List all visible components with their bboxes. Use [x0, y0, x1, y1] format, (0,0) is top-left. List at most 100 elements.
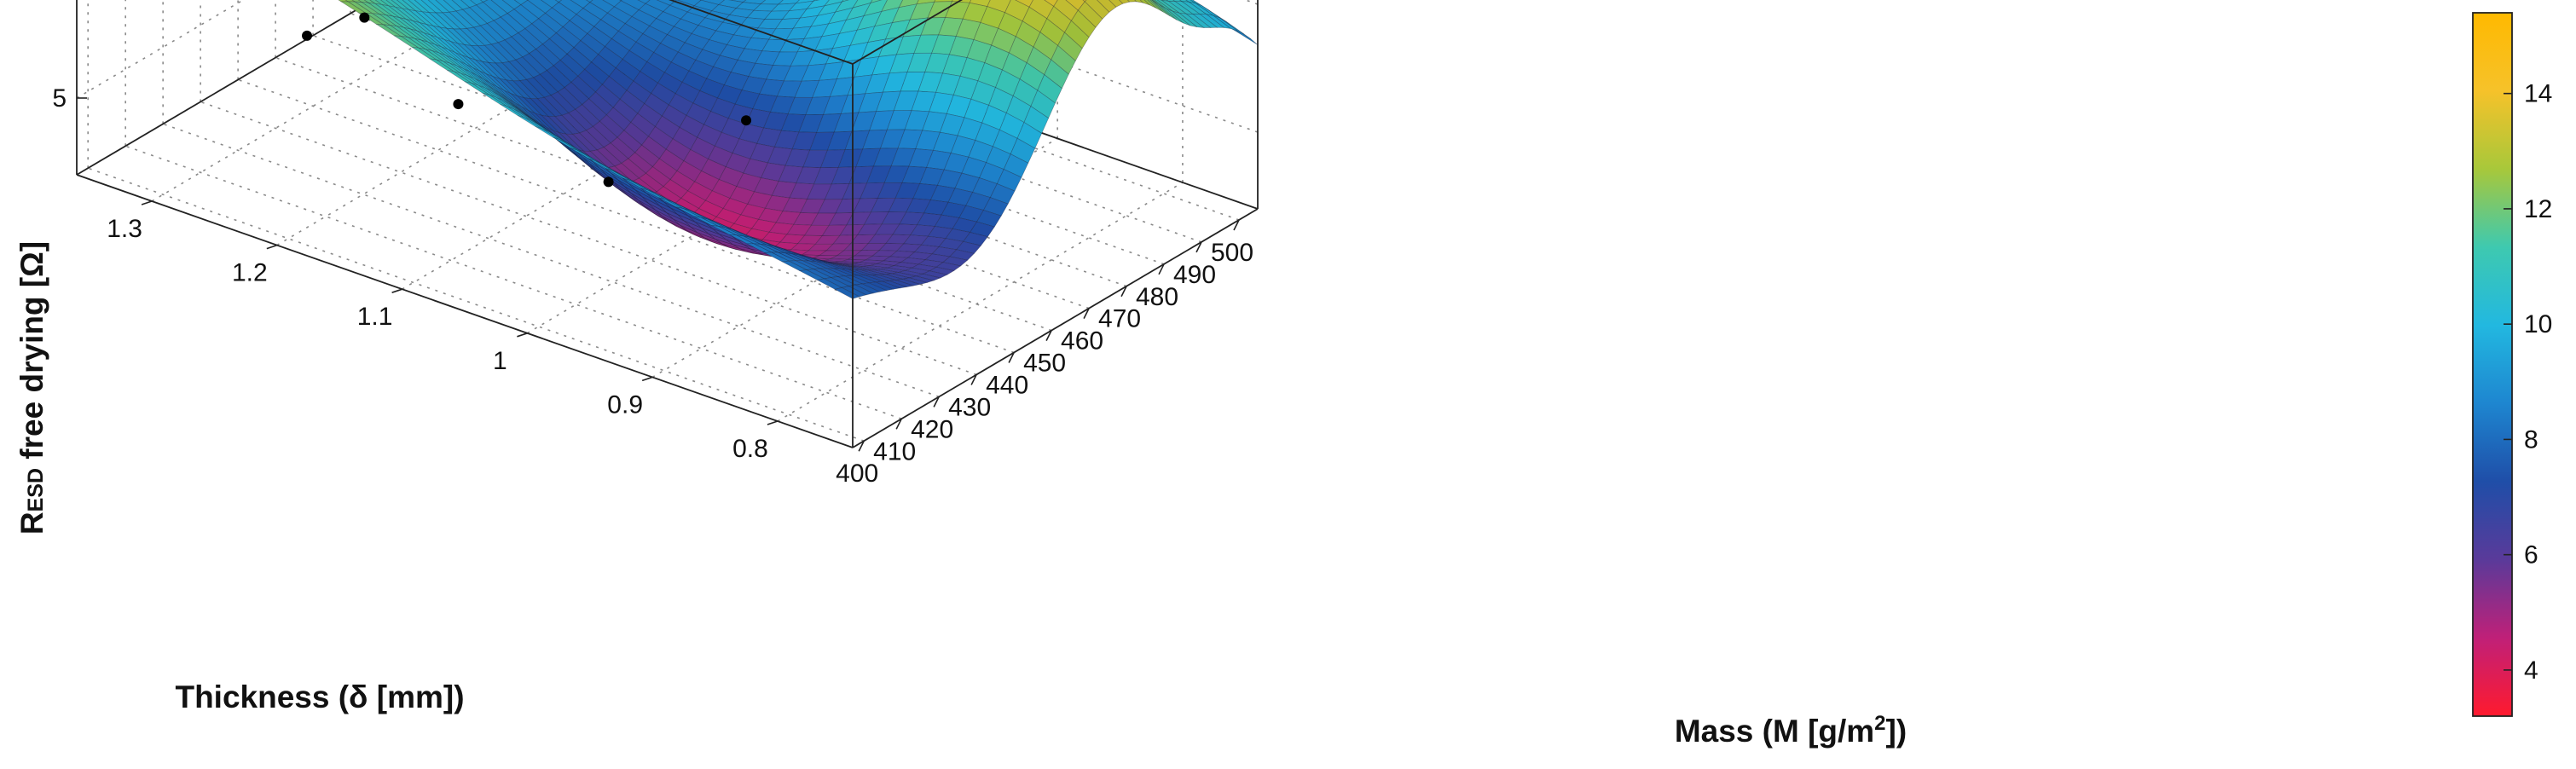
surface-patch	[1201, 5, 1227, 23]
surface-patch	[529, 49, 554, 72]
surface-patch	[780, 113, 807, 133]
grid-line	[162, 123, 940, 398]
surface-patch	[485, 73, 511, 94]
surface-patch	[652, 199, 678, 215]
surface-patch	[703, 111, 729, 133]
grid-line	[402, 49, 808, 290]
colorbar-ticks: 4 6 8 10 12 14	[2504, 80, 2552, 685]
thickness-tick-label: 0.8	[732, 435, 768, 463]
surface-patch	[794, 79, 820, 98]
surface-patch	[825, 261, 850, 267]
mass-tick-mark	[1045, 330, 1052, 341]
surface-patch	[981, 104, 1007, 130]
surface-patch	[637, 0, 651, 4]
surface-patch	[588, 91, 614, 116]
data-points	[302, 12, 752, 188]
surface-patch	[908, 275, 935, 283]
surface-patch	[1051, 44, 1076, 75]
grid-line	[651, 137, 1058, 379]
surface-patch	[680, 190, 706, 209]
grid-line	[276, 5, 683, 246]
surface-patch	[468, 4, 495, 24]
surface-patch	[701, 228, 726, 240]
surface-patch	[844, 130, 871, 150]
surface-patch	[338, 0, 350, 3]
mass-tick-label: 400	[836, 460, 878, 488]
surface-patch	[599, 114, 625, 138]
surface-patch	[473, 78, 499, 95]
surface-patch	[890, 147, 917, 167]
thickness-tick-mark	[141, 200, 153, 205]
surface-patch	[658, 197, 684, 209]
surface-patch	[849, 234, 877, 245]
data-point	[359, 12, 370, 23]
mass-tick-label: 490	[1173, 261, 1216, 289]
surface-patch	[691, 25, 717, 41]
surface-patch	[397, 26, 422, 41]
surface-patch	[744, 37, 770, 52]
surface-patch	[608, 67, 634, 91]
surface-patch	[559, 53, 586, 77]
surface-patch	[578, 130, 605, 151]
surface-patch	[710, 97, 736, 119]
surface-patch	[501, 0, 522, 10]
surface-patch	[871, 275, 896, 281]
mass-tick-mark	[895, 418, 902, 430]
surface-patch	[690, 136, 715, 159]
surface-patch	[823, 0, 844, 7]
surface-patch	[668, 93, 694, 116]
surface-patch	[495, 62, 521, 82]
surface-patch	[1143, 0, 1157, 9]
surface-patch	[790, 49, 816, 66]
surface-patch	[836, 250, 863, 257]
surface-patch	[598, 46, 623, 69]
surface-patch	[1206, 14, 1231, 29]
surface-patch	[979, 162, 1004, 185]
surface-patch	[814, 32, 841, 51]
box-edge	[76, 0, 375, 176]
surface-patch	[759, 78, 784, 97]
surface-patch	[1126, 0, 1137, 3]
surface-patch	[638, 3, 664, 20]
surface-patch	[680, 11, 706, 26]
surface-patch	[658, 148, 685, 171]
surface-patch	[755, 50, 781, 66]
surface-patch	[557, 87, 583, 110]
surface-patch	[514, 102, 540, 124]
surface-patch	[630, 113, 656, 137]
surface-patch	[555, 26, 582, 49]
surface-patch	[867, 281, 894, 292]
data-point	[302, 30, 313, 41]
surface-patch	[669, 171, 696, 192]
surface-patch	[617, 23, 644, 43]
thickness-tick-mark	[641, 376, 653, 382]
surface-patch	[741, 76, 767, 95]
surface-patch	[942, 256, 969, 267]
mass-tick-label: 500	[1211, 239, 1253, 267]
surface-patch	[817, 199, 843, 214]
box-edge	[76, 174, 854, 448]
surface-patch	[959, 57, 986, 82]
surface-patch	[718, 0, 744, 9]
surface-patch	[673, 218, 698, 234]
grid-line	[879, 0, 1259, 133]
surface-patch	[605, 168, 631, 182]
thickness-tick-label: 1.2	[232, 259, 268, 287]
z-axis-label: RESD free drying [Ω]	[14, 241, 49, 535]
grid-line	[777, 182, 1184, 422]
surface-patch	[931, 34, 957, 55]
thickness-tick-mark	[767, 420, 779, 425]
mass-tick-label: 450	[1023, 350, 1066, 378]
surface-patch	[982, 197, 1009, 217]
surface-patch	[619, 90, 645, 114]
surface-patch	[677, 42, 703, 61]
surface-patch	[577, 68, 603, 93]
surface-patch	[782, 197, 808, 213]
mass-tick-mark	[1158, 263, 1165, 275]
surface-patch	[554, 0, 563, 3]
surface-patch	[949, 249, 975, 261]
surface-patch	[419, 22, 445, 40]
surface-patch	[596, 147, 622, 167]
surface-patch	[732, 138, 758, 159]
surface-patch	[454, 52, 480, 72]
